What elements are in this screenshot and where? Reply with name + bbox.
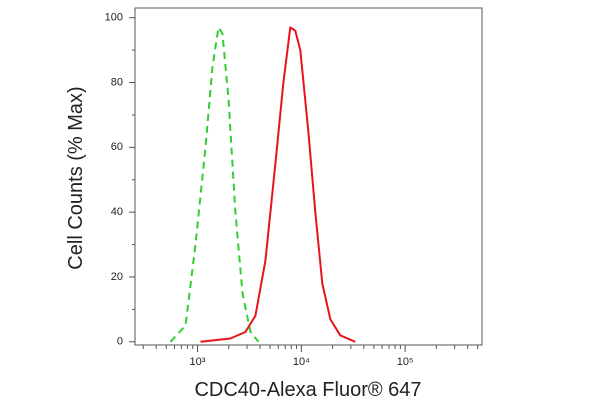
x-tick-label: 10³ — [190, 356, 206, 368]
y-tick-label: 100 — [105, 12, 123, 24]
y-tick-label: 0 — [117, 336, 123, 348]
y-tick-label: 60 — [111, 141, 123, 153]
y-axis-label: Cell Counts (% Max) — [65, 86, 87, 269]
histogram-line — [200, 26, 356, 343]
histogram-line — [169, 26, 260, 343]
y-tick-label: 80 — [111, 76, 123, 88]
plot-frame — [134, 7, 483, 346]
x-axis-label: CDC40-Alexa Fluor® 647 — [194, 379, 421, 401]
y-tick-label: 40 — [111, 206, 123, 218]
y-tick-label: 20 — [111, 271, 123, 283]
x-tick-label: 10⁴ — [293, 356, 310, 368]
x-tick-label: 10⁵ — [397, 356, 414, 368]
